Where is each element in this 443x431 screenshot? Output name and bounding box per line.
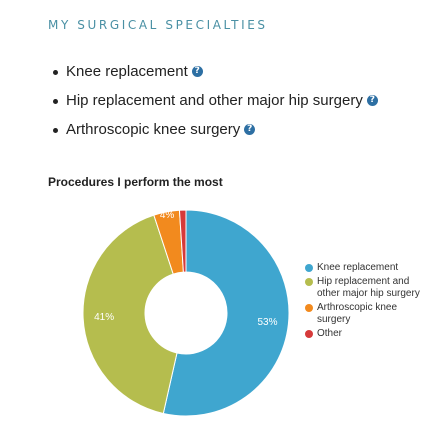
- specialties-list: Knee replacement Hip replacement and oth…: [48, 62, 378, 149]
- legend-swatch: [305, 278, 313, 286]
- donut-slice[interactable]: [82, 214, 178, 415]
- legend-item: Knee replacement: [305, 262, 430, 274]
- info-icon[interactable]: [244, 123, 256, 135]
- legend-label: Knee replacement: [317, 262, 399, 273]
- chart-legend: Knee replacement Hip replacement and oth…: [305, 262, 430, 342]
- info-icon[interactable]: [366, 94, 378, 106]
- legend-item: Other: [305, 328, 430, 340]
- slice-label: 41%: [94, 312, 114, 323]
- legend-swatch: [305, 330, 313, 338]
- donut-slice[interactable]: [178, 209, 187, 273]
- legend-label: Hip replacement and other major hip surg…: [317, 276, 420, 299]
- info-icon[interactable]: [191, 65, 203, 77]
- specialty-label: Arthroscopic knee surgery: [66, 121, 241, 138]
- specialty-label: Hip replacement and other major hip surg…: [66, 92, 363, 109]
- legend-item: Arthroscopic knee surgery: [305, 302, 430, 326]
- specialty-item: Knee replacement: [53, 62, 378, 81]
- section-title: MY SURGICAL SPECIALTIES: [48, 18, 268, 32]
- chart-title: Procedures I perform the most: [48, 175, 223, 189]
- specialty-item: Arthroscopic knee surgery: [53, 120, 378, 139]
- legend-label: Arthroscopic knee surgery: [317, 302, 398, 325]
- legend-label: Other: [317, 328, 343, 339]
- specialty-item: Hip replacement and other major hip surg…: [53, 91, 378, 110]
- legend-item: Hip replacement and other major hip surg…: [305, 276, 430, 300]
- donut-slice[interactable]: [162, 209, 290, 417]
- legend-swatch: [305, 304, 313, 312]
- legend-swatch: [305, 264, 313, 272]
- specialty-label: Knee replacement: [66, 63, 188, 80]
- slice-label: 53%: [257, 317, 277, 328]
- slice-label: 4%: [160, 210, 175, 221]
